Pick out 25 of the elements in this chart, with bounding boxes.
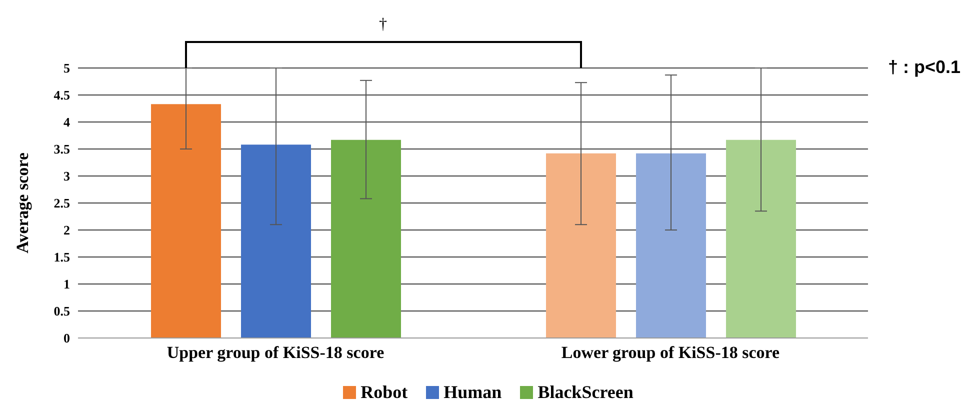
- y-tick-label: 3.5: [54, 142, 70, 157]
- y-tick-label: 2: [64, 222, 70, 238]
- bar: [241, 144, 311, 338]
- y-tick-label: 0.5: [54, 304, 70, 319]
- bar: [726, 140, 796, 338]
- y-tick-label: 5: [64, 60, 70, 76]
- legend-label: Robot: [360, 382, 408, 403]
- y-axis-title: Average score: [13, 152, 32, 254]
- x-tick-label: Upper group of KiSS-18 score: [166, 343, 385, 362]
- bar: [546, 153, 616, 338]
- bar: [151, 104, 221, 338]
- x-tick-label: Lower group of KiSS-18 score: [561, 343, 780, 362]
- y-tick-label: 4: [64, 114, 70, 130]
- y-tick-label: 0: [64, 330, 70, 346]
- y-tick-label: 3: [64, 168, 70, 184]
- y-tick-label: 2.5: [54, 196, 70, 211]
- text: †: [378, 16, 388, 34]
- legend-label: Human: [444, 382, 502, 403]
- legend-label: BlackScreen: [538, 382, 634, 403]
- y-tick-label: 4.5: [54, 88, 70, 103]
- y-tick-label: 1: [64, 276, 70, 292]
- y-tick-label: 1.5: [54, 250, 70, 265]
- bar: [331, 140, 401, 338]
- bar: [636, 153, 706, 338]
- text: † : p<0.1: [888, 57, 961, 78]
